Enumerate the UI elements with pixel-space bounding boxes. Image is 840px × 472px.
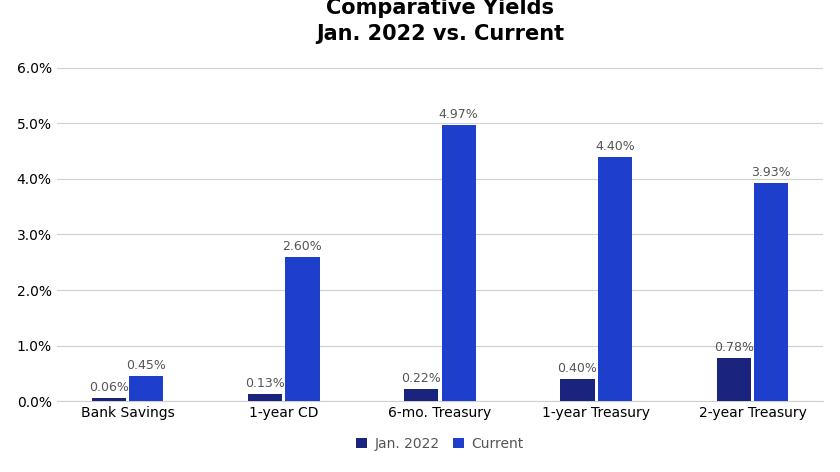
Bar (286, 257, 320, 401)
Bar (754, 183, 789, 401)
Bar (598, 157, 633, 401)
Bar (92, 398, 126, 401)
Text: 0.22%: 0.22% (402, 372, 441, 385)
Bar (717, 358, 751, 401)
Bar (560, 379, 595, 401)
Text: 0.13%: 0.13% (245, 377, 285, 390)
Legend: Jan. 2022, Current: Jan. 2022, Current (351, 431, 529, 456)
Bar (442, 125, 476, 401)
Bar (129, 376, 164, 401)
Text: 4.40%: 4.40% (596, 140, 635, 153)
Text: 0.06%: 0.06% (89, 381, 129, 394)
Text: 4.97%: 4.97% (438, 108, 479, 121)
Text: 0.78%: 0.78% (714, 341, 753, 354)
Text: 3.93%: 3.93% (752, 166, 791, 179)
Text: 0.45%: 0.45% (126, 359, 166, 372)
Text: 2.60%: 2.60% (282, 240, 323, 253)
Bar (248, 394, 282, 401)
Text: 0.40%: 0.40% (558, 362, 597, 375)
Title: Comparative Yields
Jan. 2022 vs. Current: Comparative Yields Jan. 2022 vs. Current (316, 0, 564, 44)
Bar (404, 389, 438, 401)
